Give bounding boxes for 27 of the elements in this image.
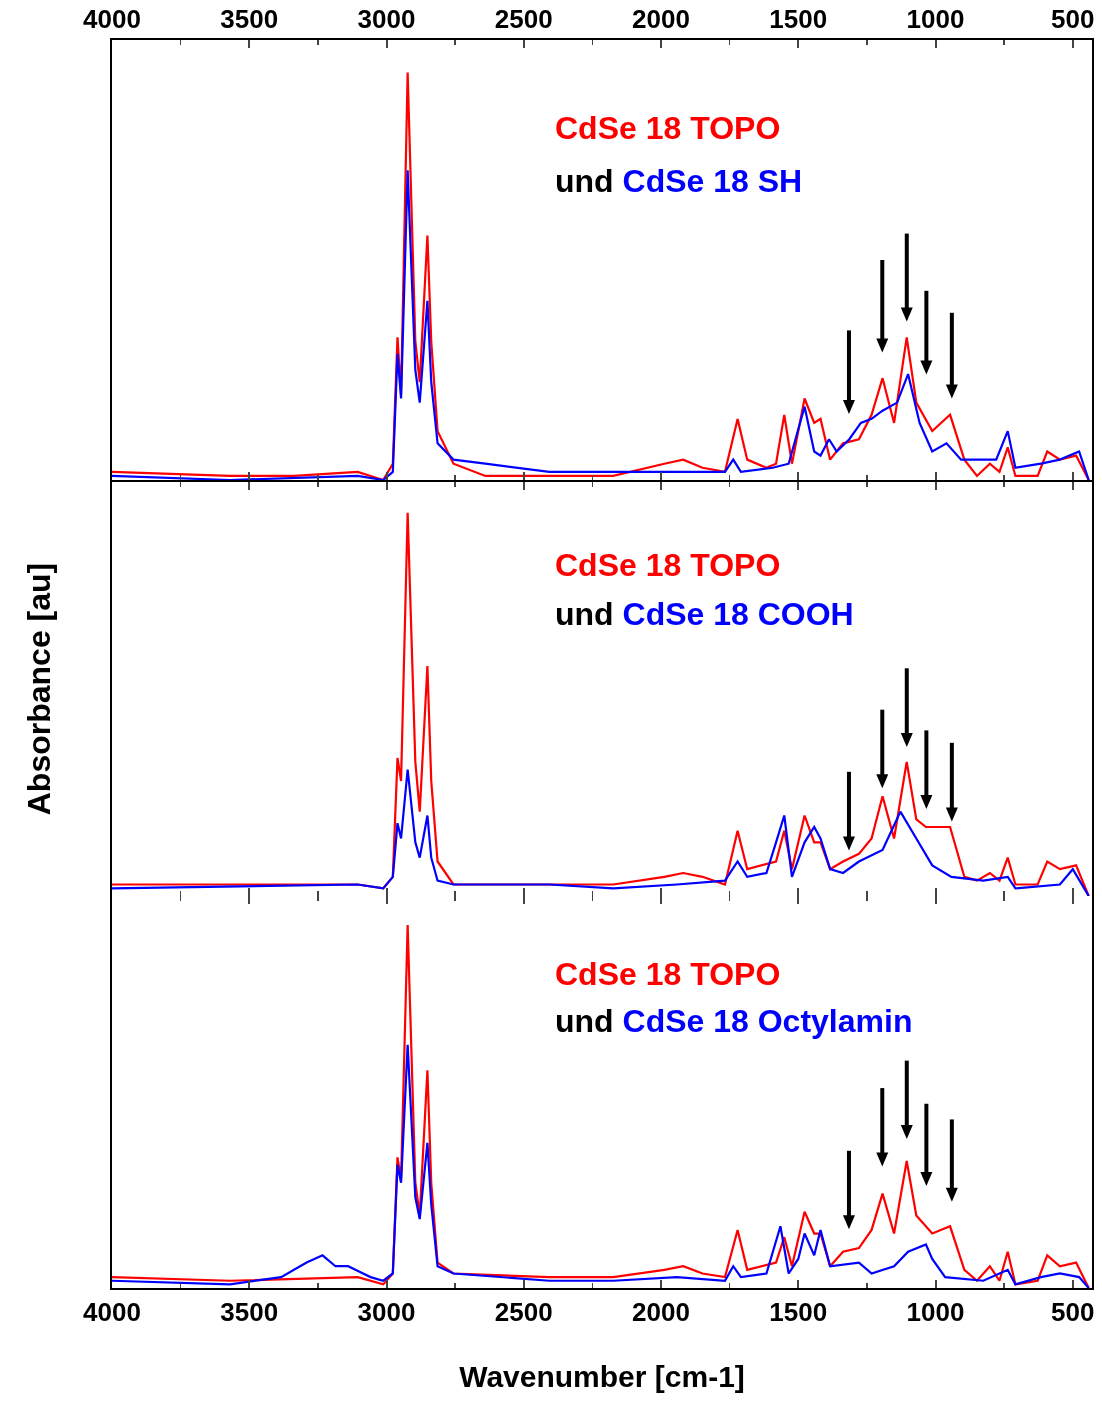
text: CdSe 18 Octylamin: [622, 1003, 913, 1039]
x-tick-label: 1500: [769, 3, 828, 34]
annotation: und: [555, 596, 614, 632]
x-tick-label: 3000: [357, 3, 416, 34]
text: CdSe 18 SH: [622, 163, 803, 199]
text: CdSe 18 TOPO: [555, 956, 781, 992]
y-axis-title: Absorbance [au]: [20, 562, 57, 816]
x-tick-label: 500: [1051, 3, 1095, 34]
text: CdSe 18 TOPO: [555, 110, 781, 146]
x-axis-title: Wavenumber [cm-1]: [459, 1360, 745, 1394]
x-tick-label: 1500: [769, 1297, 828, 1328]
annotation: und: [555, 1003, 614, 1039]
x-tick-label: 3500: [220, 3, 279, 34]
x-tick-label: 2000: [632, 3, 690, 34]
x-tick-label: 4000: [83, 1297, 141, 1328]
x-tick-label: 2500: [494, 1297, 553, 1328]
text: CdSe 18 COOH: [622, 596, 854, 632]
x-tick-label: 500: [1051, 1297, 1095, 1328]
x-tick-label: 3000: [357, 1297, 416, 1328]
annotation: und: [555, 163, 614, 199]
x-tick-label: 4000: [83, 3, 141, 34]
x-tick-label: 3500: [220, 1297, 279, 1328]
x-tick-label: 1000: [906, 1297, 965, 1328]
text: CdSe 18 TOPO: [555, 547, 781, 583]
x-tick-label: 1000: [906, 3, 965, 34]
x-tick-label: 2000: [632, 1297, 690, 1328]
x-tick-label: 2500: [494, 3, 553, 34]
